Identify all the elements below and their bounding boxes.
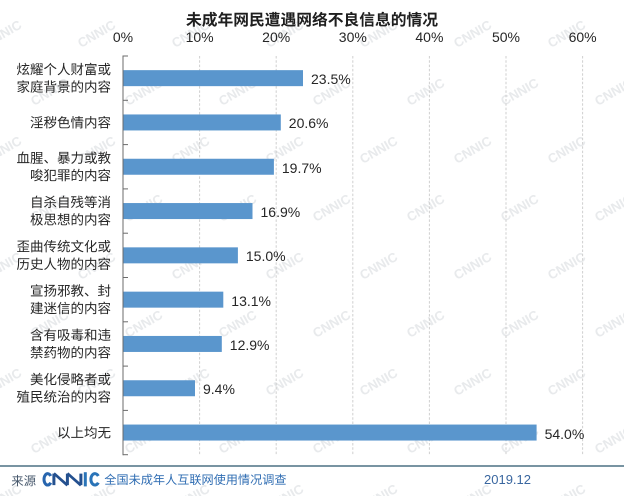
svg-text:CNNIC: CNNIC bbox=[498, 307, 542, 341]
svg-text:CNNIC: CNNIC bbox=[451, 365, 495, 399]
svg-text:CNNIC: CNNIC bbox=[498, 191, 542, 225]
svg-text:CNNIC: CNNIC bbox=[592, 191, 624, 225]
svg-text:CNNIC: CNNIC bbox=[0, 133, 25, 167]
svg-text:CNNIC: CNNIC bbox=[0, 365, 25, 399]
svg-text:CNNIC: CNNIC bbox=[498, 75, 542, 109]
svg-text:CNNIC: CNNIC bbox=[451, 133, 495, 167]
svg-text:CNNIC: CNNIC bbox=[75, 365, 119, 399]
svg-text:CNNIC: CNNIC bbox=[310, 307, 354, 341]
svg-text:CNNIC: CNNIC bbox=[592, 423, 624, 457]
svg-text:CNNIC: CNNIC bbox=[357, 249, 401, 283]
svg-text:CNNIC: CNNIC bbox=[451, 249, 495, 283]
svg-text:CNNIC: CNNIC bbox=[310, 191, 354, 225]
svg-text:CNNIC: CNNIC bbox=[592, 75, 624, 109]
svg-text:CNNIC: CNNIC bbox=[0, 17, 25, 51]
svg-text:CNNIC: CNNIC bbox=[75, 249, 119, 283]
svg-text:CNNIC: CNNIC bbox=[0, 249, 25, 283]
svg-text:CNNIC: CNNIC bbox=[357, 365, 401, 399]
svg-text:CNNIC: CNNIC bbox=[357, 133, 401, 167]
svg-text:CNNIC: CNNIC bbox=[0, 481, 25, 496]
svg-text:CNNIC: CNNIC bbox=[545, 481, 589, 496]
svg-text:CNNIC: CNNIC bbox=[122, 307, 166, 341]
svg-text:CNNIC: CNNIC bbox=[592, 307, 624, 341]
svg-text:CNNIC: CNNIC bbox=[357, 481, 401, 496]
svg-text:CNNIC: CNNIC bbox=[216, 307, 260, 341]
svg-text:CNNIC: CNNIC bbox=[263, 365, 307, 399]
svg-text:CNNIC: CNNIC bbox=[28, 75, 72, 109]
svg-text:CNNIC: CNNIC bbox=[28, 423, 72, 457]
svg-text:CNNIC: CNNIC bbox=[404, 191, 448, 225]
svg-text:CNNIC: CNNIC bbox=[404, 307, 448, 341]
svg-text:CNNIC: CNNIC bbox=[404, 75, 448, 109]
